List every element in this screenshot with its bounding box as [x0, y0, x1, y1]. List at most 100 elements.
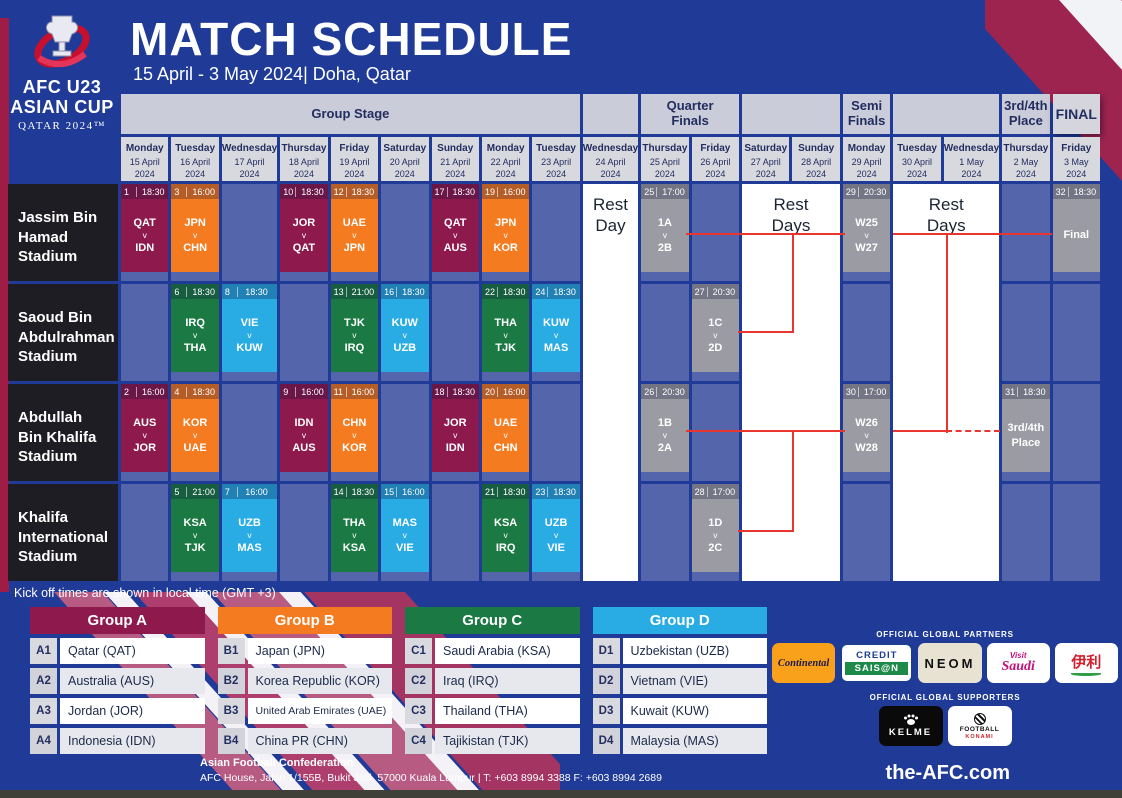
day-cell: 25 17:00 1A v 2B [641, 184, 689, 281]
logo-text-line1: AFC U23 [22, 77, 102, 97]
match-25: 25 17:00 1A v 2B [641, 184, 689, 272]
day-cell [641, 284, 689, 381]
day-cell: 27 20:30 1C v 2D [691, 284, 740, 381]
bracket-line [738, 530, 794, 532]
day-cell [381, 184, 429, 281]
partners-label: OFFICIAL GLOBAL PARTNERS [876, 630, 1014, 639]
day-cell [221, 384, 278, 481]
bracket-line [893, 233, 1052, 235]
kickoff-time-note: Kick off times are shown in local time (… [14, 586, 276, 600]
date-header: Friday 19 April 2024 [330, 137, 379, 181]
rest-block: Rest Days [742, 184, 840, 581]
group-table-group-a: Group A A1 Qatar (QAT) A2 Australia (AUS) A3 J… [30, 607, 205, 754]
date-header: Wednesday 24 April 2024 [582, 137, 639, 181]
konami-text: KONAMI [965, 733, 994, 740]
sponsors-section: OFFICIAL GLOBAL PARTNERS Continental CRE… [772, 630, 1119, 746]
kelme-text: KELME [888, 727, 933, 738]
day-cell [121, 284, 169, 381]
day-cell: 18 18:30 JOR v IDN [431, 384, 479, 481]
efootball-logo: FOOTBALL KONAMI [947, 706, 1012, 746]
day-cell: 3 16:00 JPN v CHN [171, 184, 219, 281]
match-9: 9 16:00 IDN v AUS [280, 384, 328, 472]
rest-block: Rest Day [582, 184, 639, 581]
match-11: 11 16:00 CHN v KOR [330, 384, 379, 472]
team-position: A3 [30, 698, 57, 724]
team-name: Malaysia (MAS) [622, 728, 767, 754]
match-29: 29 20:30 W25 v W27 [842, 184, 891, 272]
date-header: Saturday 20 April 2024 [381, 137, 429, 181]
date-header: Wednesday 17 April 2024 [221, 137, 278, 181]
group-team-row: A4 Indonesia (IDN) [30, 728, 205, 754]
group-team-row: B2 Korea Republic (KOR) [217, 668, 392, 694]
day-cell [532, 184, 580, 281]
stage-spacer [742, 94, 840, 134]
date-header: Tuesday 23 April 2024 [532, 137, 580, 181]
team-position: D2 [592, 668, 620, 694]
day-cell: 32 18:30 Final [1052, 184, 1100, 281]
day-cell [431, 284, 479, 381]
team-position: A2 [30, 668, 57, 694]
footer-address: AFC House, Jalan 1/155B, Bukit Jalil, 57… [200, 772, 662, 784]
day-cell [1002, 484, 1050, 581]
bracket-line [738, 331, 794, 333]
group-header: Group C [405, 607, 580, 634]
group-header: Group B [217, 607, 392, 634]
continental-text: Continental [777, 657, 830, 669]
day-cell [1052, 384, 1100, 481]
day-cell: 31 18:30 3rd/4th Place [1002, 384, 1050, 481]
match-16: 16 18:30 KUW v UZB [381, 284, 429, 372]
bracket-line [893, 430, 947, 432]
day-cell [431, 484, 479, 581]
day-cell [221, 184, 278, 281]
day-cell [1052, 284, 1100, 381]
group-table-group-c: Group C C1 Saudi Arabia (KSA) C2 Iraq (IRQ) C… [405, 607, 580, 754]
match-3: 3 16:00 JPN v CHN [171, 184, 219, 272]
date-header: Sunday 28 April 2024 [792, 137, 840, 181]
bottom-edge-bar [0, 790, 1122, 798]
logo-text-line3: QATAR 2024™ [18, 119, 106, 132]
group-team-row: B1 Japan (JPN) [217, 638, 392, 664]
day-cell [532, 384, 580, 481]
day-cell: 2 16:00 AUS v JOR [121, 384, 169, 481]
team-name: Australia (AUS) [60, 668, 205, 694]
supporters-label: OFFICIAL GLOBAL SUPPORTERS [869, 693, 1021, 702]
kelme-logo: KELME [878, 706, 943, 746]
group-table-group-d: Group D D1 Uzbekistan (UZB) D2 Vietnam (VIE)… [592, 607, 767, 754]
group-team-row: D3 Kuwait (KUW) [592, 698, 767, 724]
day-cell [280, 284, 328, 381]
group-team-row: D2 Vietnam (VIE) [592, 668, 767, 694]
match-23: 23 18:30 UZB v VIE [532, 484, 580, 572]
footer: Asian Football Confederation AFC House, … [200, 757, 662, 784]
day-cell: 19 16:00 JPN v KOR [481, 184, 530, 281]
team-position: A1 [30, 638, 57, 664]
day-cell [1052, 484, 1100, 581]
stadium-label: Saoud Bin Abdulrahman Stadium [8, 284, 118, 381]
match-24: 24 18:30 KUW v MAS [532, 284, 580, 372]
day-cell: 26 20:30 1B v 2A [641, 384, 689, 481]
day-cell: 7 16:00 UZB v MAS [221, 484, 278, 581]
day-cell: 30 17:00 W26 v W28 [842, 384, 891, 481]
match-8: 8 18:30 VIE v KUW [221, 284, 278, 372]
day-cell [842, 484, 891, 581]
day-cell: 22 18:30 THA v TJK [481, 284, 530, 381]
team-name: China PR (CHN) [247, 728, 392, 754]
yili-text: 伊利 [1071, 653, 1102, 671]
group-team-row: B3 United Arab Emirates (UAE) [217, 698, 392, 724]
day-cell: 6 18:30 IRQ v THA [171, 284, 219, 381]
date-header: Monday 29 April 2024 [842, 137, 891, 181]
day-cell: 13 21:00 TJK v IRQ [330, 284, 379, 381]
bracket-line [686, 430, 845, 432]
page-subtitle: 15 April - 3 May 2024| Doha, Qatar [133, 64, 411, 84]
stage-header-quarter-finals: Quarter Finals [641, 94, 740, 134]
team-name: Uzbekistan (UZB) [622, 638, 767, 664]
team-name: Indonesia (IDN) [60, 728, 205, 754]
stadium-label: Abdullah Bin Khalifa Stadium [8, 384, 118, 481]
match-6: 6 18:30 IRQ v THA [171, 284, 219, 372]
group-team-row: A1 Qatar (QAT) [30, 638, 205, 664]
date-header: Thursday 25 April 2024 [641, 137, 689, 181]
saudi-text: Saudi [1001, 659, 1035, 674]
day-cell: 9 16:00 IDN v AUS [280, 384, 328, 481]
bracket-line [686, 233, 845, 235]
match-22: 22 18:30 THA v TJK [481, 284, 530, 372]
date-header: Sunday 21 April 2024 [431, 137, 479, 181]
